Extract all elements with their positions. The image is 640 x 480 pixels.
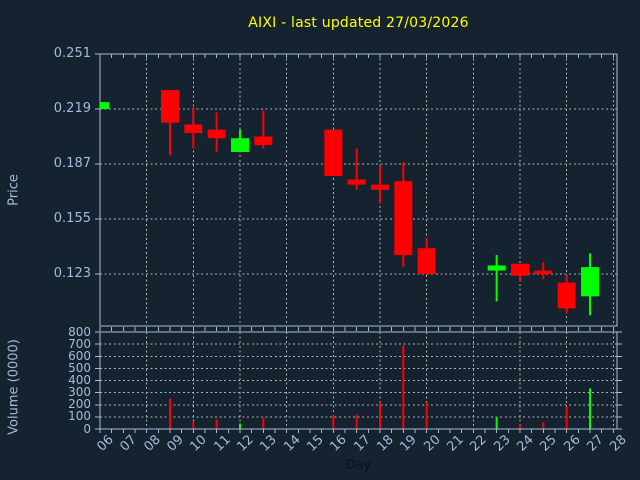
candle-wick: [355, 148, 358, 190]
candle-body: [100, 102, 109, 109]
candle-day-12: [230, 129, 249, 152]
candle-day-23: [487, 255, 506, 302]
price-tick-label: 0.123: [53, 266, 91, 281]
day-axis-title: Day: [345, 458, 372, 473]
volume-bar-day-18: [378, 402, 381, 429]
candle-body: [557, 282, 576, 309]
volume-bar-day-25: [542, 422, 545, 429]
candle-body: [534, 270, 553, 274]
candle-day-19: [394, 162, 413, 268]
volume-axis-title: Volume (0000): [6, 339, 22, 435]
candle-day-18: [370, 165, 389, 204]
price-tick-label: 0.251: [53, 46, 91, 61]
volume-tick-label: 100: [68, 409, 91, 424]
candle-wick: [262, 110, 265, 149]
candle-day-13: [254, 110, 273, 149]
volume-tick-label: 400: [68, 373, 91, 387]
price-panel-border: [99, 53, 618, 327]
candle-body: [184, 124, 203, 134]
price-tick-label: 0.187: [53, 156, 91, 171]
candle-day-17: [347, 148, 366, 190]
candle-body: [580, 267, 599, 297]
volume-tick-label: 600: [68, 348, 91, 363]
candle-wick: [495, 255, 498, 302]
candle-body: [207, 129, 226, 139]
volume-tick-label: 500: [68, 360, 91, 375]
price-tick-label: 0.219: [53, 101, 91, 116]
candle-day-26: [557, 275, 576, 314]
volume-bar-day-26: [565, 406, 568, 429]
volume-bar-day-20: [425, 402, 428, 429]
volume-bar-day-13: [262, 418, 265, 429]
candle-body: [324, 129, 343, 177]
candlestick-series: [100, 90, 599, 316]
candle-body: [510, 263, 529, 276]
volume-bar-day-19: [402, 345, 405, 429]
candle-day-11: [207, 112, 226, 152]
volume-tick-label: 0: [83, 421, 91, 436]
candle-body: [347, 179, 366, 185]
volume-bars: [168, 345, 591, 429]
volume-bar-day-27: [588, 388, 591, 429]
candle-body: [160, 90, 179, 123]
volume-bar-day-9: [168, 398, 171, 429]
candle-body: [487, 265, 506, 271]
volume-tick-label: 300: [68, 385, 91, 400]
price-tick-label: 0.155: [53, 211, 91, 226]
candle-day-9: [160, 90, 179, 156]
volume-bar-day-12: [238, 423, 241, 429]
volume-bar-day-17: [355, 414, 358, 429]
candle-body: [417, 248, 436, 274]
volume-tick-label: 700: [68, 336, 91, 351]
volume-bar-day-16: [332, 415, 335, 429]
volume-bar-day-11: [215, 419, 218, 429]
price-axis-title: Price: [6, 174, 22, 206]
candle-day-10: [184, 107, 203, 149]
volume-bar-day-23: [495, 416, 498, 429]
candle-day-20: [417, 237, 436, 274]
chart-title: AIXI - last updated 27/03/2026: [248, 15, 469, 31]
candle-day-25: [534, 261, 553, 280]
candle-body: [254, 136, 273, 146]
volume-tick-label: 800: [68, 324, 91, 339]
candle-day-6: [100, 102, 109, 109]
candle-day-27: [580, 253, 599, 316]
volume-tick-label: 200: [68, 397, 91, 412]
tick-marks: [95, 53, 622, 433]
candle-day-24: [510, 263, 529, 281]
candle-body: [394, 181, 413, 256]
candle-day-16: [324, 129, 343, 177]
volume-bar-day-10: [192, 421, 195, 429]
volume-bar-day-24: [518, 424, 521, 429]
candle-body: [230, 138, 249, 152]
candle-body: [370, 184, 389, 190]
